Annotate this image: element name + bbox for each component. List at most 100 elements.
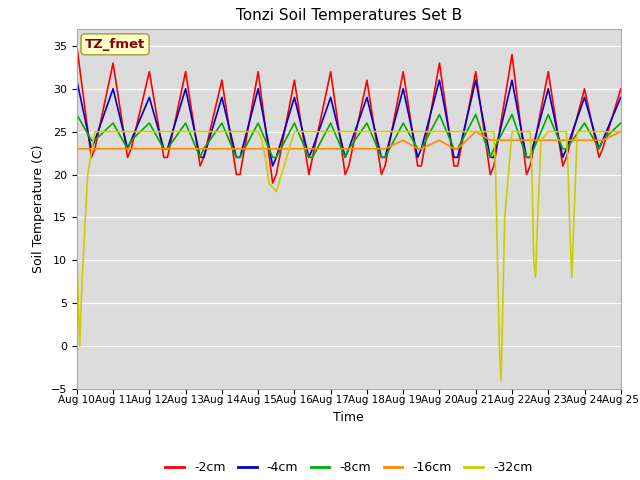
- -2cm: [563, 155, 570, 160]
- -4cm: [269, 163, 276, 169]
- -4cm: [414, 155, 422, 160]
- -4cm: [308, 146, 316, 152]
- -2cm: [236, 172, 244, 178]
- -16cm: [436, 137, 444, 143]
- -8cm: [124, 146, 131, 152]
- -4cm: [327, 95, 335, 100]
- Line: -32cm: -32cm: [77, 132, 621, 380]
- -8cm: [196, 155, 204, 160]
- -16cm: [617, 129, 625, 134]
- -8cm: [563, 146, 570, 152]
- -16cm: [450, 146, 458, 152]
- -16cm: [399, 137, 407, 143]
- -16cm: [599, 137, 607, 143]
- -2cm: [164, 155, 172, 160]
- -4cm: [580, 95, 588, 100]
- -2cm: [436, 60, 444, 66]
- -2cm: [196, 163, 204, 169]
- -16cm: [490, 137, 498, 143]
- -4cm: [218, 95, 226, 100]
- -4cm: [472, 77, 479, 83]
- -8cm: [414, 146, 422, 152]
- -16cm: [127, 146, 135, 152]
- -16cm: [363, 146, 371, 152]
- Line: -4cm: -4cm: [77, 80, 621, 166]
- -16cm: [378, 146, 385, 152]
- -32cm: [508, 129, 516, 134]
- -16cm: [88, 146, 95, 152]
- -32cm: [417, 129, 425, 134]
- -8cm: [327, 120, 335, 126]
- -4cm: [563, 146, 570, 152]
- -4cm: [160, 146, 168, 152]
- -2cm: [417, 163, 425, 169]
- -8cm: [345, 146, 353, 152]
- -8cm: [580, 120, 588, 126]
- -16cm: [454, 146, 461, 152]
- -2cm: [363, 77, 371, 83]
- -4cm: [109, 86, 117, 92]
- -4cm: [291, 95, 298, 100]
- Y-axis label: Soil Temperature (C): Soil Temperature (C): [32, 144, 45, 273]
- -16cm: [291, 146, 298, 152]
- -8cm: [454, 146, 461, 152]
- -8cm: [436, 112, 444, 118]
- -2cm: [486, 172, 494, 178]
- -8cm: [526, 155, 534, 160]
- -32cm: [497, 377, 505, 383]
- -4cm: [454, 155, 461, 160]
- -2cm: [381, 163, 389, 169]
- -16cm: [269, 146, 276, 152]
- -4cm: [88, 146, 95, 152]
- -2cm: [145, 69, 153, 74]
- -4cm: [417, 146, 425, 152]
- -4cm: [200, 155, 207, 160]
- -8cm: [486, 155, 494, 160]
- -4cm: [305, 155, 313, 160]
- -32cm: [308, 129, 316, 134]
- -4cm: [378, 155, 385, 160]
- -32cm: [109, 129, 117, 134]
- -2cm: [595, 155, 603, 160]
- -4cm: [145, 95, 153, 100]
- -4cm: [196, 155, 204, 160]
- -4cm: [599, 137, 607, 143]
- -4cm: [436, 77, 444, 83]
- -16cm: [182, 146, 189, 152]
- -16cm: [345, 146, 353, 152]
- -2cm: [345, 163, 353, 169]
- -4cm: [124, 146, 131, 152]
- -4cm: [545, 86, 552, 92]
- -8cm: [508, 112, 516, 118]
- -8cm: [399, 120, 407, 126]
- -2cm: [291, 77, 298, 83]
- -4cm: [73, 77, 81, 83]
- Line: -8cm: -8cm: [77, 115, 621, 157]
- -16cm: [563, 137, 570, 143]
- -32cm: [617, 129, 625, 134]
- -16cm: [308, 146, 316, 152]
- -2cm: [580, 86, 588, 92]
- -4cm: [341, 155, 349, 160]
- -16cm: [164, 146, 172, 152]
- -16cm: [414, 146, 422, 152]
- -4cm: [617, 95, 625, 100]
- -2cm: [88, 155, 95, 160]
- -16cm: [254, 146, 262, 152]
- -8cm: [381, 155, 389, 160]
- -2cm: [327, 69, 335, 74]
- -2cm: [124, 155, 131, 160]
- -2cm: [472, 69, 479, 74]
- -8cm: [545, 112, 552, 118]
- -2cm: [218, 77, 226, 83]
- -4cm: [381, 155, 389, 160]
- -8cm: [363, 120, 371, 126]
- -16cm: [236, 146, 244, 152]
- -8cm: [523, 155, 531, 160]
- -2cm: [232, 172, 240, 178]
- -2cm: [254, 69, 262, 74]
- -16cm: [595, 137, 603, 143]
- -16cm: [381, 146, 389, 152]
- -2cm: [414, 163, 422, 169]
- -2cm: [545, 69, 552, 74]
